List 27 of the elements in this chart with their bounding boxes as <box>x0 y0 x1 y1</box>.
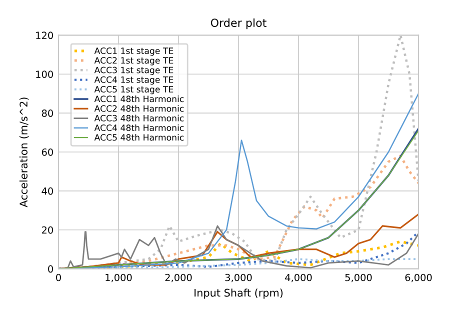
x-tick-label: 1,000 <box>106 274 132 282</box>
x-tick-label: 0 <box>56 274 61 282</box>
y-tick-label: 60 <box>42 148 53 156</box>
y-tick-label: 80 <box>42 110 53 117</box>
legend-label: ACC3 1st stage TE <box>94 66 174 75</box>
legend-label: ACC5 48th Harmonic <box>94 134 184 141</box>
legend-label: ACC2 48th Harmonic <box>94 105 184 112</box>
legend-label: ACC1 48th Harmonic <box>94 96 184 102</box>
legend-label: ACC4 1st stage TE <box>94 76 174 85</box>
x-tick-label: 2,000 <box>165 274 192 282</box>
y-tick-label: 100 <box>36 70 53 78</box>
legend-label: ACC5 1st stage TE <box>94 86 174 94</box>
chart-title: Order plot <box>210 18 266 30</box>
legend-label: ACC4 48th Harmonic <box>94 124 184 132</box>
legend-label: ACC3 48th Harmonic <box>94 114 184 122</box>
y-axis-title: Acceleration (m/s^2) <box>19 98 29 208</box>
legend-label: ACC2 1st stage TE <box>94 57 174 66</box>
y-tick-label: 120 <box>36 32 53 40</box>
legend-label: ACC1 1st stage TE <box>94 48 174 56</box>
y-tick-label: 20 <box>42 226 53 234</box>
x-tick-label: 4,000 <box>285 274 312 282</box>
x-tick-label: 5,000 <box>345 274 372 282</box>
x-axis-title: Input Shaft (rpm) <box>194 288 283 299</box>
y-tick-label: 40 <box>42 187 53 195</box>
x-tick-label: 3,000 <box>225 274 252 282</box>
y-tick-label: 0 <box>48 265 53 273</box>
x-tick-label: 6,000 <box>405 274 432 282</box>
